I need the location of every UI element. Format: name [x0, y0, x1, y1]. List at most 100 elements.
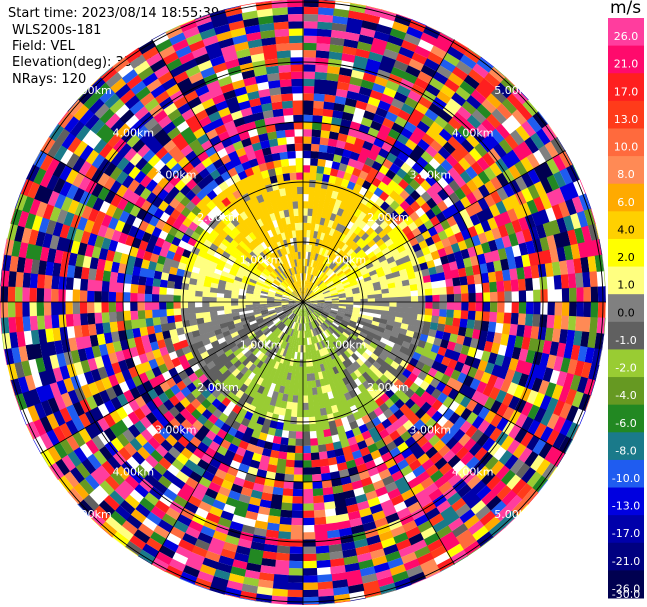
- ppi-gate-group: [289, 172, 297, 181]
- ppi-gate-group: [303, 50, 317, 58]
- ppi-gate-group: [273, 21, 291, 45]
- ppi-gate-group: [367, 496, 396, 549]
- ppi-gate-group: [391, 86, 472, 185]
- range-ring-label: 2.00km: [197, 211, 239, 224]
- ppi-gate-group: [516, 254, 604, 280]
- ppi-gate-group: [298, 323, 301, 331]
- ppi-gate-group: [431, 410, 443, 423]
- ppi-gate-group: [408, 441, 494, 548]
- ppi-gate-group: [484, 456, 499, 472]
- ppi-gate-group: [221, 396, 232, 407]
- ppi-gate-group: [24, 351, 119, 391]
- colorbar-tick-label: 2.0: [617, 251, 635, 264]
- ppi-gate-group: [541, 124, 557, 142]
- ppi-gate-group: [460, 407, 539, 468]
- ppi-gate-group: [381, 418, 392, 429]
- ppi-gate-group: [210, 55, 226, 67]
- ppi-gate-group: [321, 479, 333, 489]
- ppi-gate-group: [87, 312, 96, 325]
- ppi-gate-group: [303, 121, 444, 303]
- ppi-gate-group: [416, 470, 481, 556]
- ppi-gate-group: [104, 431, 166, 491]
- ppi-gate-group: [257, 243, 265, 252]
- ppi-gate-group: [201, 97, 301, 296]
- ppi-gate-group: [123, 442, 138, 457]
- ppi-gate-group: [245, 443, 257, 453]
- ppi-gate-group: [360, 79, 375, 90]
- ppi-gate-group: [206, 247, 260, 280]
- ppi-gate-group: [253, 445, 264, 455]
- ppi-gate-group: [197, 468, 227, 513]
- ppi-gate-group: [303, 302, 463, 354]
- ppi-gate-group: [315, 36, 332, 66]
- ppi-gate-group: [390, 66, 407, 79]
- ppi-gate-group: [280, 502, 293, 511]
- ppi-gate-group: [149, 398, 212, 463]
- ppi-gate-group: [517, 313, 591, 333]
- ppi-gate-group: [270, 94, 283, 103]
- ppi-gate-group: [432, 302, 440, 310]
- ppi-gate-group: [52, 425, 67, 443]
- ppi-gate-group: [197, 304, 297, 355]
- ppi-gate-group: [442, 141, 457, 155]
- ppi-gate-group: [490, 190, 503, 205]
- ppi-gate-group: [348, 517, 372, 563]
- ppi-gate-group: [258, 432, 268, 442]
- ppi-gate-group: [60, 391, 73, 408]
- ppi-gate-group: [293, 474, 303, 482]
- ppi-gate-group: [94, 82, 111, 99]
- ppi-gate-group: [399, 98, 497, 201]
- ppi-gate-group: [108, 301, 117, 313]
- ppi-gate-group: [420, 150, 434, 164]
- ppi-gate-group: [218, 106, 301, 296]
- ppi-gate-group: [142, 72, 167, 99]
- ppi-gate-group: [294, 453, 303, 461]
- ppi-gate-group: [448, 333, 458, 344]
- ppi-gate-group: [302, 532, 316, 540]
- ppi-gate-group: [248, 496, 262, 507]
- ppi-gate-group: [347, 436, 358, 446]
- ppi-gate-group: [130, 301, 138, 311]
- ppi-gate-group: [66, 183, 130, 223]
- ppi-gate-group: [527, 184, 541, 201]
- ppi-gate-group: [327, 248, 354, 277]
- ppi-gate-group: [489, 460, 505, 476]
- ppi-gate-group: [199, 530, 228, 576]
- ppi-gate-group: [217, 75, 233, 87]
- ppi-gate-group: [310, 100, 325, 152]
- ppi-gate-group: [88, 76, 102, 89]
- ppi-gate-group: [106, 455, 122, 471]
- ppi-gate-group: [546, 413, 560, 431]
- range-ring-label: 4.00km: [452, 466, 494, 479]
- ppi-gate-group: [125, 441, 198, 530]
- ppi-gate-group: [432, 46, 465, 85]
- ppi-gate-group: [84, 113, 133, 157]
- ppi-gate-group: [476, 433, 490, 448]
- ppi-gate-group: [174, 378, 212, 413]
- ppi-gate-group: [259, 22, 280, 75]
- field-label: Field: VEL: [12, 39, 75, 54]
- ppi-gate-group: [73, 103, 170, 189]
- ppi-gate-group: [318, 80, 339, 160]
- ppi-gate-group: [230, 302, 303, 396]
- ppi-gate-group: [303, 0, 320, 151]
- ppi-gate-group: [311, 249, 330, 283]
- ppi-gate-group: [227, 410, 254, 454]
- ppi-gate-group: [365, 51, 444, 184]
- ppi-gate-group: [465, 266, 474, 277]
- ppi-gate-group: [262, 44, 284, 110]
- ppi-gate-group: [145, 418, 225, 526]
- ppi-gate-group: [447, 424, 460, 438]
- ppi-gate-group: [554, 302, 606, 319]
- ray-line: [302, 301, 455, 565]
- ppi-gate-group: [440, 159, 454, 173]
- ppi-gate-group: [178, 309, 291, 381]
- ppi-gate-group: [306, 84, 456, 297]
- ppi-gate-group: [152, 278, 161, 287]
- ppi-gate-group: [175, 167, 188, 180]
- ppi-gate-group: [312, 312, 390, 394]
- ppi-gate-group: [29, 310, 139, 331]
- ppi-gate-group: [429, 451, 496, 527]
- ppi-gate-group: [511, 109, 528, 126]
- ppi-gate-group: [487, 262, 554, 283]
